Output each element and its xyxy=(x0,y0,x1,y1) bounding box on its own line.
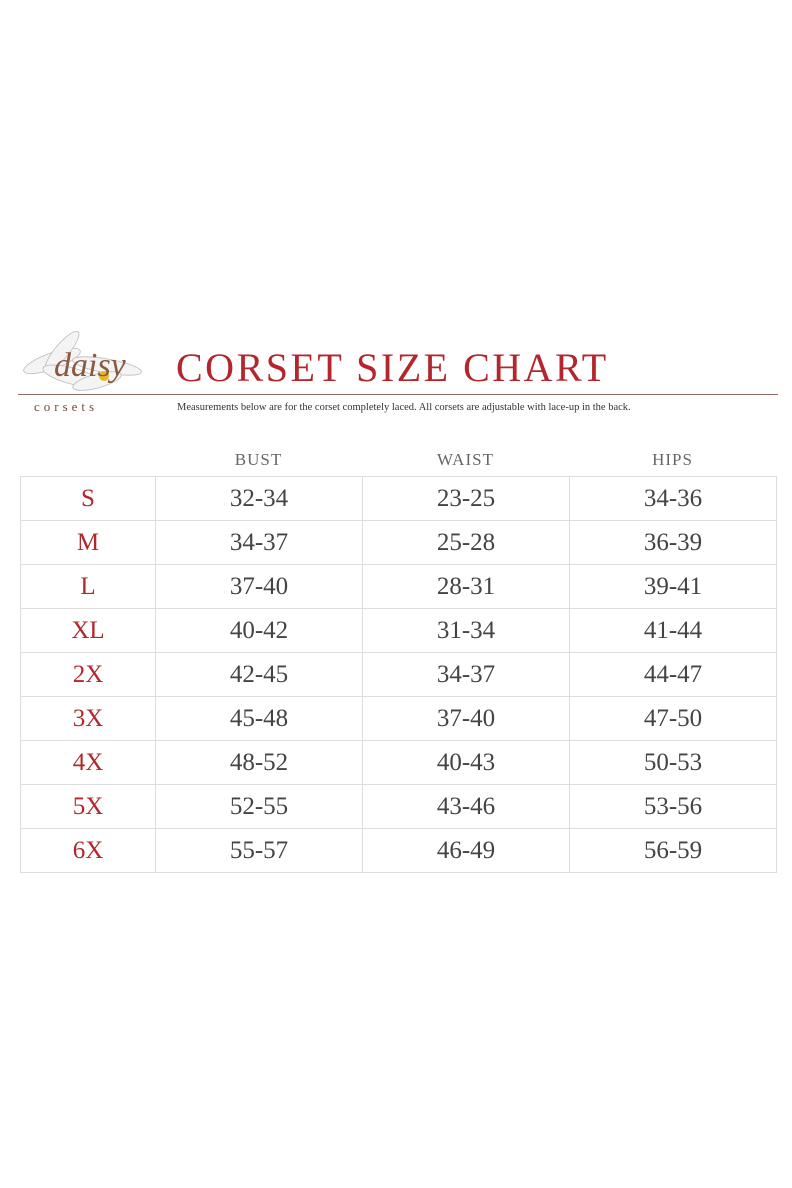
column-header-waist: WAIST xyxy=(437,450,494,469)
waist-cell: 34-37 xyxy=(362,652,570,697)
table-row: 4X 48-52 40-43 50-53 xyxy=(20,740,777,785)
waist-cell: 37-40 xyxy=(362,696,570,741)
size-cell: 2X xyxy=(20,652,156,697)
column-header-bust: BUST xyxy=(234,450,283,469)
subtitle: Measurements below are for the corset co… xyxy=(177,402,631,413)
logo-subtext: corsets xyxy=(34,399,99,414)
svg-text:daisy: daisy xyxy=(54,347,127,384)
bust-cell: 45-48 xyxy=(155,696,363,741)
size-table: S 32-34 23-25 34-36 M 34-37 25-28 36-39 L 37-40 28… xyxy=(20,476,777,873)
size-cell: 5X xyxy=(20,784,156,829)
bust-cell: 55-57 xyxy=(155,828,363,873)
waist-cell: 31-34 xyxy=(362,608,570,653)
hips-cell: 41-44 xyxy=(569,608,777,653)
hips-cell: 53-56 xyxy=(569,784,777,829)
hips-cell: 56-59 xyxy=(569,828,777,873)
table-row: L 37-40 28-31 39-41 xyxy=(20,564,777,609)
page-title: CORSET SIZE CHART xyxy=(176,345,609,390)
bust-cell: 37-40 xyxy=(155,564,363,609)
waist-cell: 43-46 xyxy=(362,784,570,829)
table-row: S 32-34 23-25 34-36 xyxy=(20,476,777,521)
table-row: 5X 52-55 43-46 53-56 xyxy=(20,784,777,829)
bust-cell: 40-42 xyxy=(155,608,363,653)
hips-cell: 47-50 xyxy=(569,696,777,741)
hips-cell: 50-53 xyxy=(569,740,777,785)
waist-cell: 25-28 xyxy=(362,520,570,565)
size-cell: 6X xyxy=(20,828,156,873)
table-row: 3X 45-48 37-40 47-50 xyxy=(20,696,777,741)
table-row: M 34-37 25-28 36-39 xyxy=(20,520,777,565)
table-row: 6X 55-57 46-49 56-59 xyxy=(20,828,777,873)
bust-cell: 42-45 xyxy=(155,652,363,697)
size-cell: 3X xyxy=(20,696,156,741)
hips-cell: 39-41 xyxy=(569,564,777,609)
hips-cell: 44-47 xyxy=(569,652,777,697)
bust-cell: 32-34 xyxy=(155,476,363,521)
bust-cell: 48-52 xyxy=(155,740,363,785)
size-cell: M xyxy=(20,520,156,565)
column-header-hips: HIPS xyxy=(652,450,693,469)
hips-cell: 34-36 xyxy=(569,476,777,521)
bust-cell: 52-55 xyxy=(155,784,363,829)
table-row: XL 40-42 31-34 41-44 xyxy=(20,608,777,653)
waist-cell: 40-43 xyxy=(362,740,570,785)
waist-cell: 46-49 xyxy=(362,828,570,873)
waist-cell: 28-31 xyxy=(362,564,570,609)
size-cell: L xyxy=(20,564,156,609)
size-cell: XL xyxy=(20,608,156,653)
waist-cell: 23-25 xyxy=(362,476,570,521)
table-row: 2X 42-45 34-37 44-47 xyxy=(20,652,777,697)
bust-cell: 34-37 xyxy=(155,520,363,565)
size-cell: 4X xyxy=(20,740,156,785)
daisy-logo: daisy xyxy=(23,330,142,391)
hips-cell: 36-39 xyxy=(569,520,777,565)
divider xyxy=(18,394,778,395)
size-cell: S xyxy=(20,476,156,521)
